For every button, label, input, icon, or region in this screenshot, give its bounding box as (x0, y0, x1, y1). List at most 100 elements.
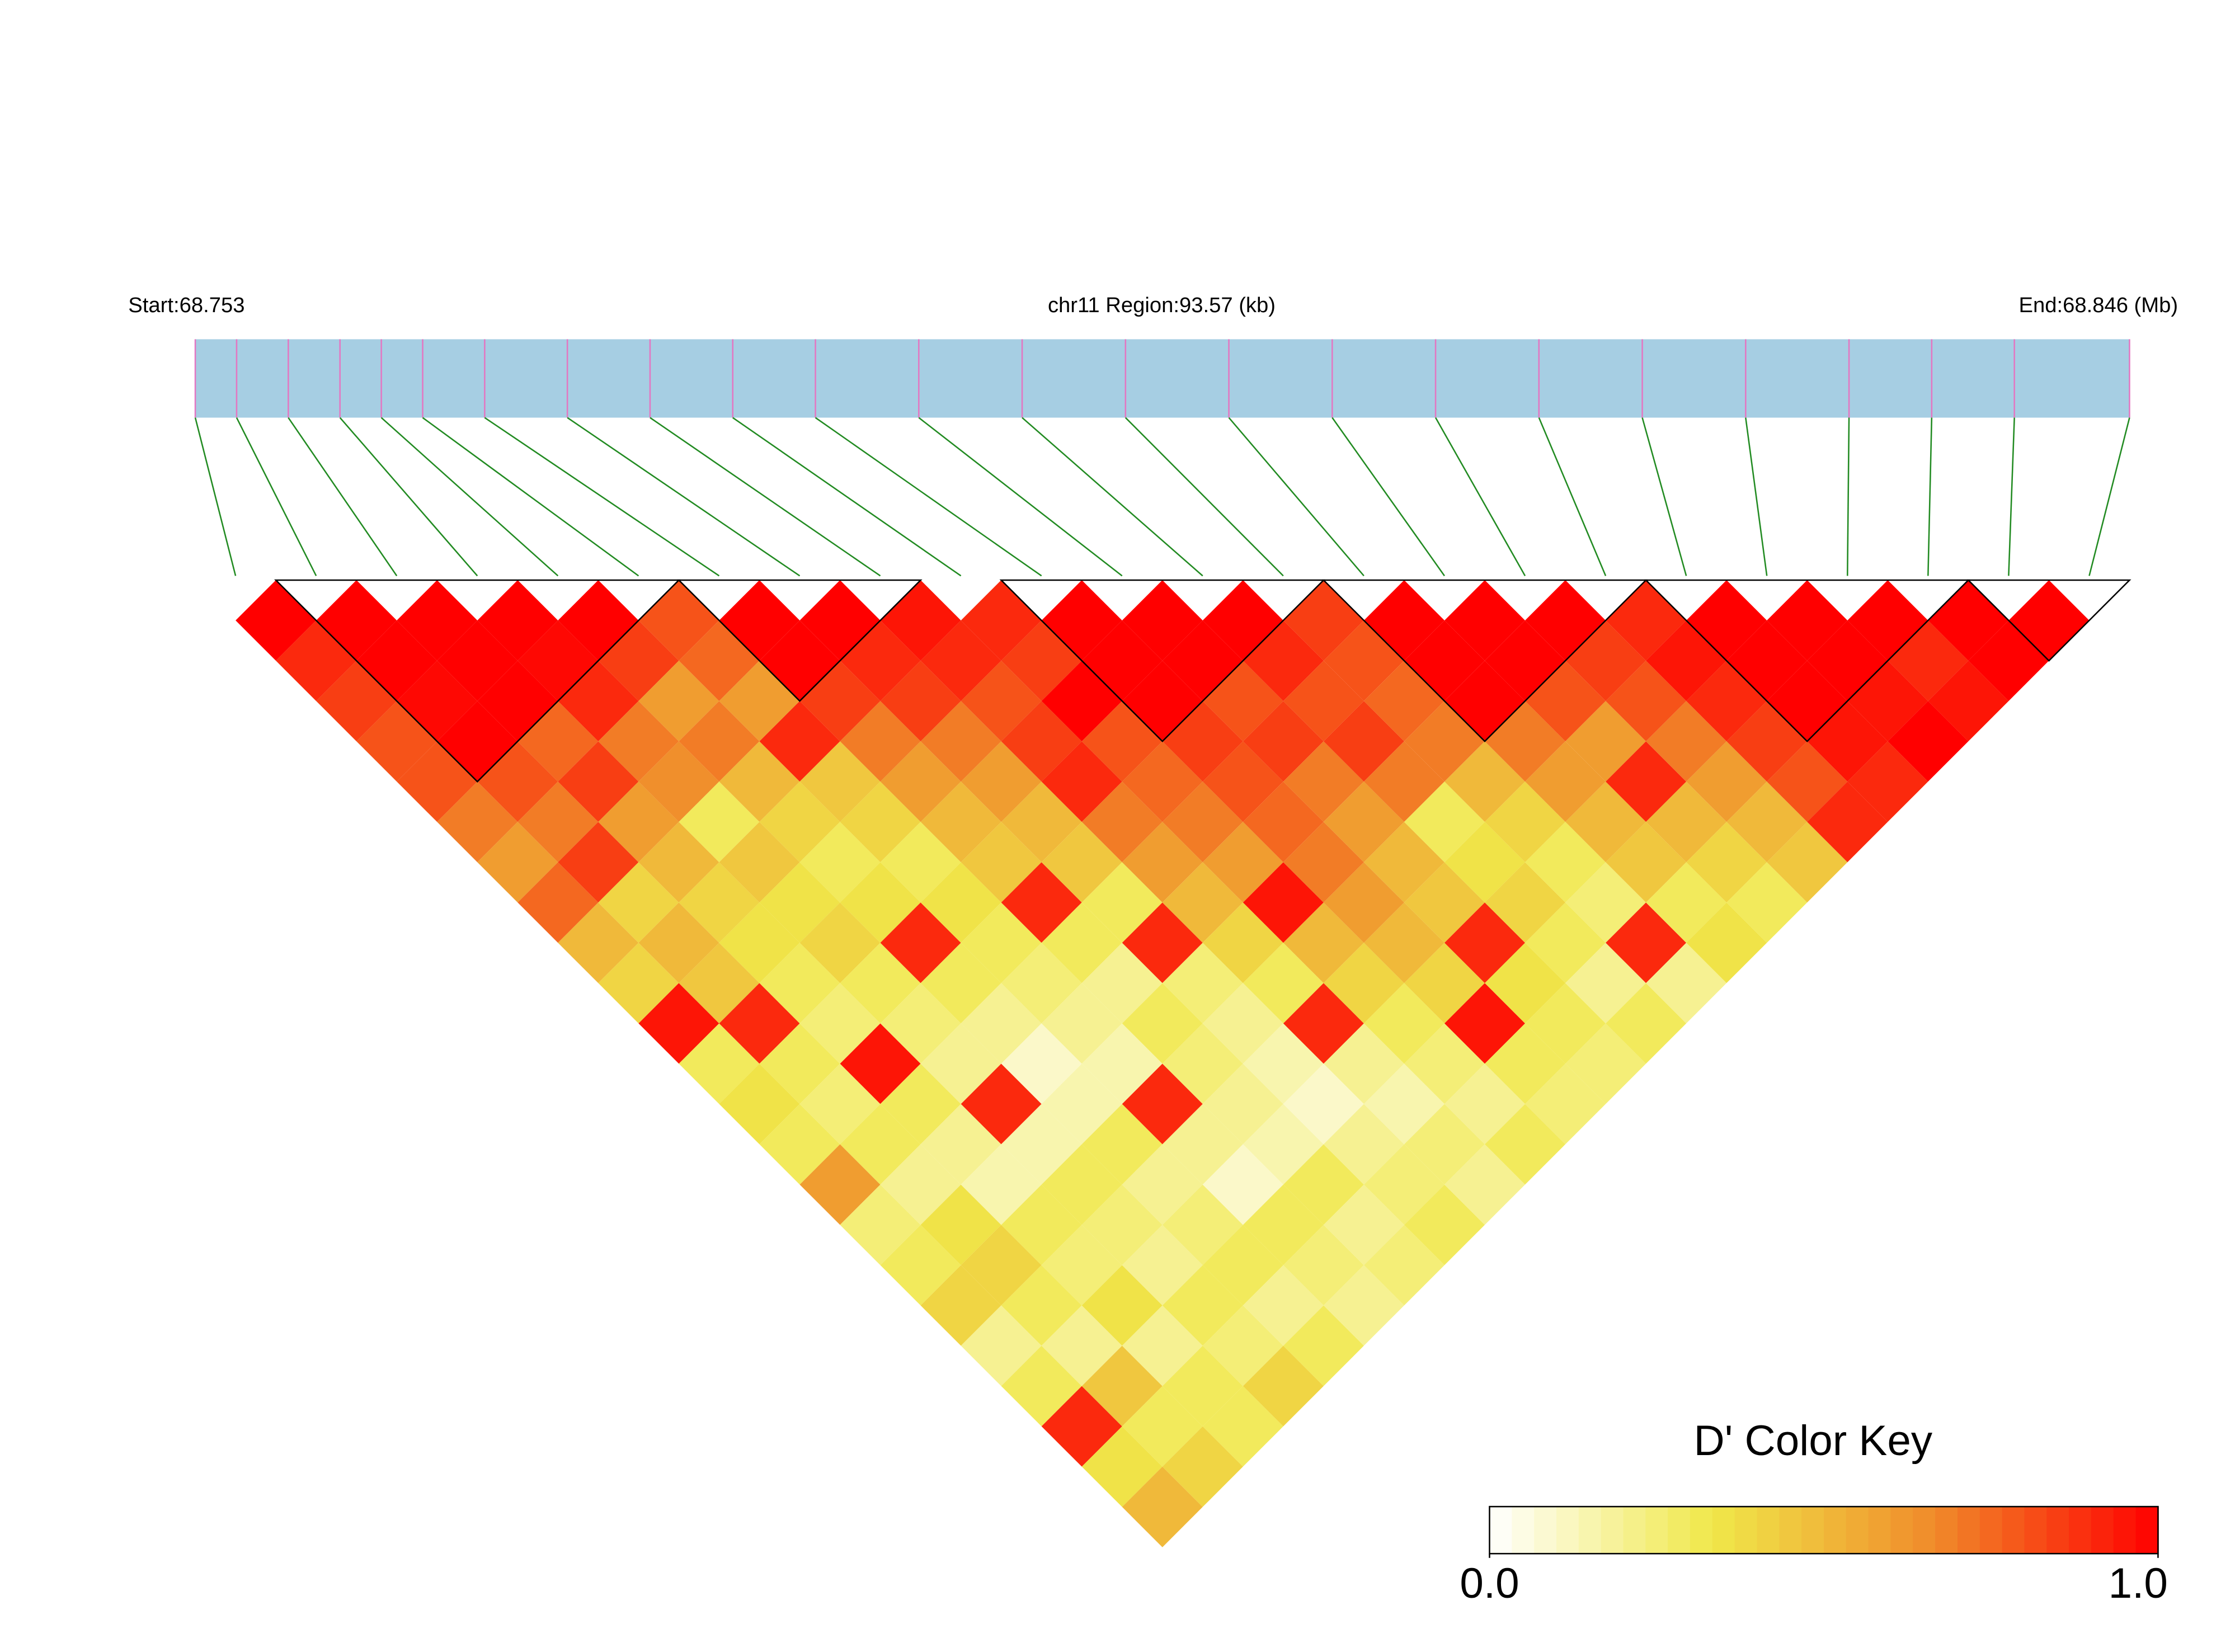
ld-cell (1686, 741, 1767, 822)
snp-link (918, 417, 1123, 577)
ld-cell (1283, 1305, 1364, 1386)
snp-link (1331, 417, 1446, 577)
ld-cell (1444, 822, 1526, 903)
snp-link (567, 417, 801, 577)
ld-cell (1202, 1063, 1283, 1145)
ld-cell (638, 741, 719, 822)
ld-cell (679, 1023, 760, 1104)
ld-cell (1243, 1345, 1324, 1427)
ld-cell (1122, 1225, 1203, 1306)
snp-link (422, 417, 639, 577)
ld-cell (1243, 1265, 1324, 1346)
key-swatch (2046, 1507, 2070, 1554)
ld-cell (920, 782, 1001, 863)
snp-link (1434, 417, 1526, 576)
ld-cell (1122, 983, 1203, 1064)
ld-cell (1081, 782, 1163, 863)
ld-cell (477, 822, 558, 903)
ld-cell (316, 661, 397, 742)
ld-cell (1444, 902, 1526, 983)
ld-cell (1686, 822, 1767, 903)
ld-cell (719, 1063, 800, 1145)
ld-cell (1122, 1466, 1203, 1547)
key-swatch (1489, 1507, 1513, 1554)
snp-link (1538, 417, 1607, 576)
ld-cell (1081, 1184, 1163, 1265)
snp-bar (195, 339, 2130, 418)
ld-cell (1283, 1144, 1364, 1225)
ld-cell (1363, 1063, 1444, 1145)
key-tick-label: 0.0 (1460, 1560, 1519, 1607)
key-swatch (1823, 1507, 1847, 1554)
ld-cell (1525, 902, 1606, 983)
ld-cell (1686, 902, 1767, 983)
ld-cell (1928, 661, 2009, 742)
key-swatch (2069, 1507, 2092, 1554)
snp-link (339, 417, 478, 577)
ld-cell (1122, 741, 1203, 822)
ld-cell (437, 782, 518, 863)
ld-block (1966, 579, 2132, 662)
ld-cell (1001, 1345, 1082, 1427)
ld-cell (880, 1225, 961, 1306)
start-label: Start:68.753 (128, 293, 244, 317)
key-swatch (1801, 1507, 1825, 1554)
snp-link (732, 417, 962, 577)
key-swatch (1712, 1507, 1735, 1554)
key-swatch (2113, 1507, 2137, 1554)
snp-link (1228, 417, 1364, 577)
ld-cell (1323, 1184, 1404, 1265)
ld-cell (1363, 741, 1444, 822)
key-swatch (1913, 1507, 1936, 1554)
ld-cell (719, 741, 800, 822)
key-swatch (1935, 1507, 1959, 1554)
key-swatch (1578, 1507, 1602, 1554)
ld-cell (1404, 1104, 1485, 1185)
ld-block (1644, 579, 1970, 742)
ld-cell (356, 620, 437, 702)
snp-link (484, 417, 720, 577)
ld-cell (1323, 782, 1404, 863)
ld-cell (1606, 983, 1687, 1064)
ld-cell (1081, 1345, 1163, 1427)
key-frame (1489, 1505, 2159, 1555)
key-swatch (1890, 1507, 1914, 1554)
ld-block (274, 579, 681, 783)
key-swatch (1668, 1507, 1691, 1554)
ld-cell (1726, 782, 1808, 863)
key-swatch (1757, 1507, 1780, 1554)
ld-cell (1001, 1184, 1082, 1265)
snp-link (650, 417, 881, 577)
ld-cell (679, 782, 760, 863)
ld-cell (1606, 661, 1687, 742)
key-swatch (1868, 1507, 1891, 1554)
ld-cell (1081, 620, 1163, 702)
ld-cell (1606, 902, 1687, 983)
ld-cell (1767, 822, 1848, 903)
ld-cell (1243, 1104, 1324, 1185)
snp-link (380, 417, 559, 577)
ld-cell (1767, 580, 1848, 661)
key-swatch (1556, 1507, 1580, 1554)
snp-link (1124, 417, 1284, 577)
ld-cell (517, 782, 599, 863)
ld-cell (1565, 1023, 1646, 1104)
ld-cell (558, 902, 639, 983)
ld-cell (437, 620, 518, 702)
ld-cell (1726, 862, 1808, 943)
snp-link (236, 417, 317, 576)
snp-link (2008, 417, 2015, 576)
snp-link (194, 417, 237, 576)
ld-cell (1162, 1265, 1243, 1346)
ld-cell (1525, 1063, 1606, 1145)
key-swatch (2091, 1507, 2115, 1554)
ld-cell (1444, 580, 1526, 661)
key-tick-label: 1.0 (2109, 1560, 2168, 1607)
snp-link (288, 417, 398, 577)
ld-cell (1565, 782, 1646, 863)
key-title: D' Color Key (1694, 1417, 1933, 1465)
ld-cell (1444, 741, 1526, 822)
snp-link (1022, 417, 1203, 577)
key-swatch (1534, 1507, 1558, 1554)
